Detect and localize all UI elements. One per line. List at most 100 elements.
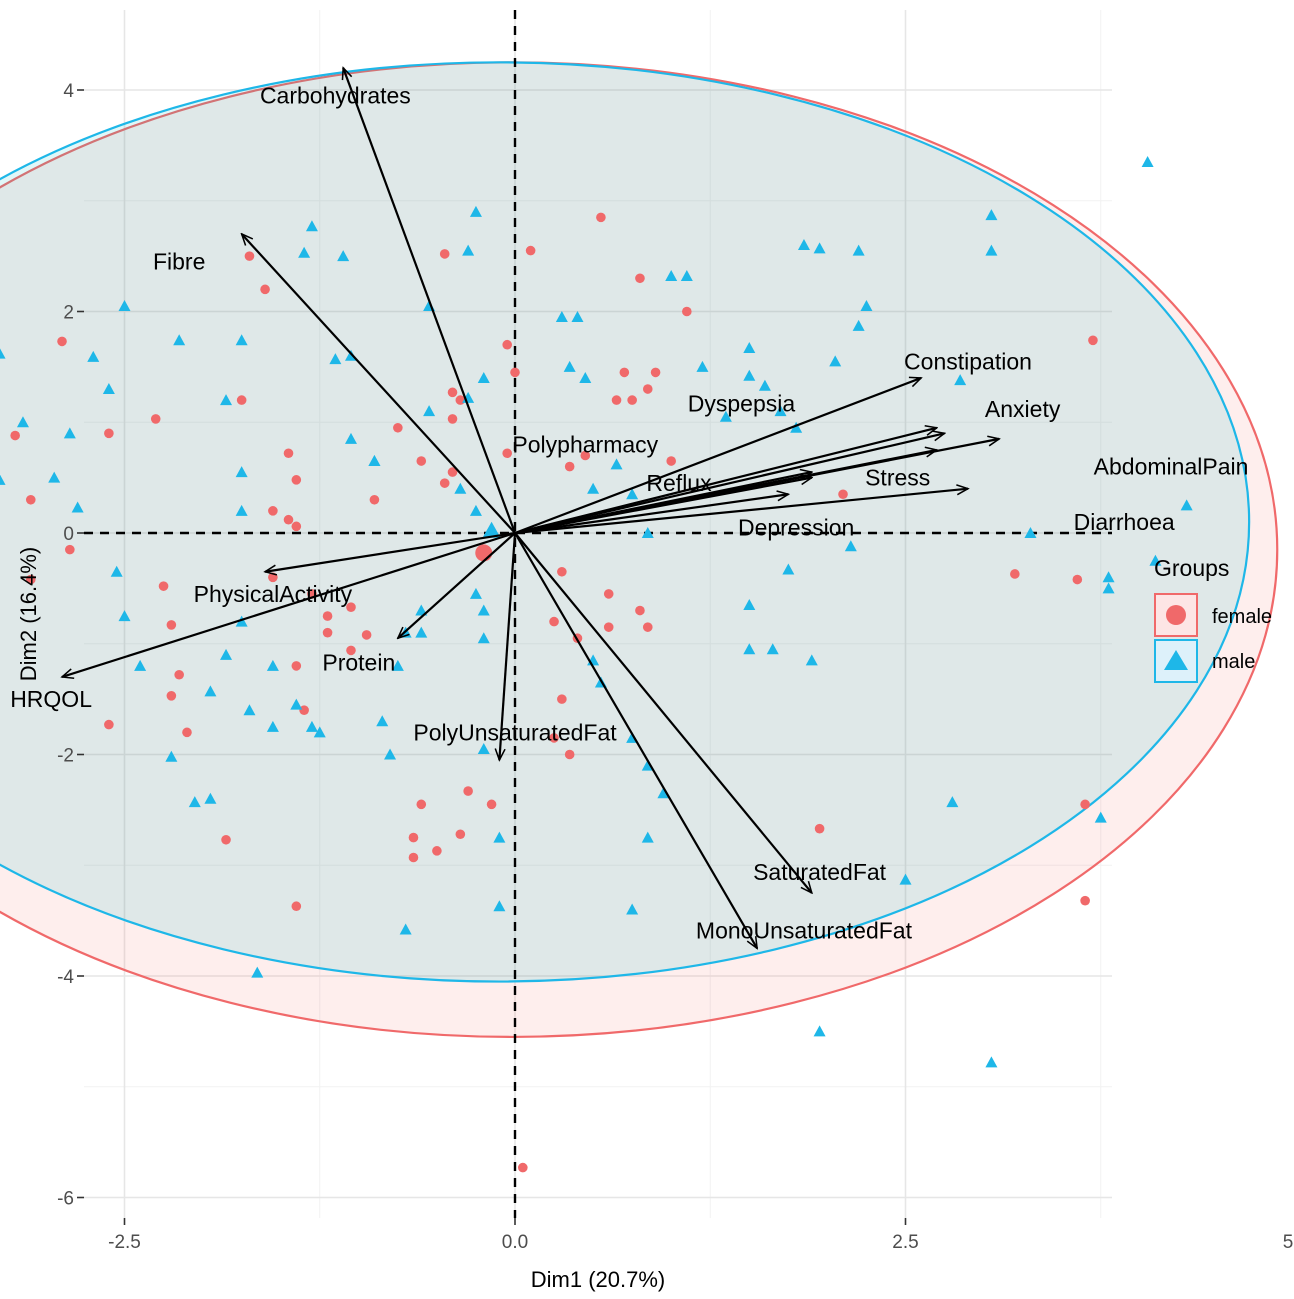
grid xyxy=(84,10,1112,1218)
center-male xyxy=(482,521,501,538)
point-female xyxy=(510,367,520,378)
point-male xyxy=(462,244,475,256)
label-reflux: Reflux xyxy=(646,470,712,496)
point-male xyxy=(266,659,279,671)
point-female xyxy=(393,422,403,433)
point-male xyxy=(813,242,826,254)
legend: Groups female male xyxy=(1154,555,1272,683)
label-physicalactivity: PhysicalActivity xyxy=(194,581,353,607)
point-male xyxy=(477,742,490,754)
point-female xyxy=(549,733,559,743)
point-female xyxy=(447,414,458,424)
arrow-stress xyxy=(514,450,937,535)
label-protein: Protein xyxy=(322,650,395,676)
point-female xyxy=(432,846,442,856)
point-male xyxy=(1141,155,1154,167)
arrow-depression xyxy=(514,494,788,535)
label-abdominalpain: AbdominalPain xyxy=(1094,454,1249,480)
point-female xyxy=(10,430,20,441)
point-male xyxy=(610,458,623,470)
point-male xyxy=(899,873,912,885)
point-male xyxy=(774,405,787,417)
point-female xyxy=(627,395,637,405)
label-carbohydrates: Carbohydrates xyxy=(260,83,411,109)
point-male xyxy=(477,632,490,644)
point-female xyxy=(65,544,75,555)
point-male xyxy=(243,704,256,716)
point-male xyxy=(376,715,389,727)
point-male xyxy=(587,482,600,494)
point-male xyxy=(829,355,842,367)
point-female xyxy=(650,367,661,378)
data-points xyxy=(0,155,1193,1173)
point-male xyxy=(1102,582,1115,594)
point-male xyxy=(220,648,233,660)
point-male xyxy=(469,205,482,217)
point-male xyxy=(235,466,248,478)
point-male xyxy=(384,748,397,760)
point-male xyxy=(290,698,303,710)
arrow-fibre xyxy=(242,234,516,534)
point-male xyxy=(477,604,490,616)
point-female xyxy=(25,494,36,505)
point-male xyxy=(665,270,678,282)
point-male xyxy=(985,209,998,221)
reference-lines xyxy=(84,10,1112,1218)
point-male xyxy=(860,299,873,311)
label-constipation: Constipation xyxy=(904,348,1032,374)
point-female xyxy=(260,284,270,295)
arrow-carbohydrates xyxy=(343,68,517,534)
arrow-diarrhoea xyxy=(514,489,968,535)
point-male xyxy=(87,350,100,362)
point-male xyxy=(680,270,693,282)
point-male xyxy=(797,239,810,251)
point-female xyxy=(291,475,302,485)
point-female xyxy=(408,852,419,863)
point-male xyxy=(743,598,756,610)
label-anxiety: Anxiety xyxy=(985,396,1061,422)
point-female xyxy=(291,901,302,912)
point-male xyxy=(110,565,123,577)
point-female xyxy=(236,395,247,405)
point-male xyxy=(563,360,576,372)
point-male xyxy=(782,563,795,575)
point-male xyxy=(1024,527,1037,538)
y-axis-title: Dim2 (16.4%) xyxy=(16,547,41,681)
point-female xyxy=(104,719,114,730)
point-female xyxy=(369,494,380,505)
point-female xyxy=(291,661,302,671)
point-female xyxy=(838,489,848,500)
point-male xyxy=(204,685,217,697)
variable-arrows: Carbohydrates Fibre Constipation Dyspepsia A… xyxy=(10,68,1248,948)
point-female xyxy=(408,832,419,843)
legend-marker-male xyxy=(1164,650,1188,670)
point-male xyxy=(16,416,29,428)
point-male xyxy=(344,432,357,444)
arrow-anxiety xyxy=(514,433,945,535)
point-female xyxy=(104,428,114,439)
x-tick-label: 2.5 xyxy=(892,1232,918,1253)
point-male xyxy=(305,720,318,732)
point-male xyxy=(415,604,428,616)
point-male xyxy=(852,244,865,256)
point-male xyxy=(571,311,584,323)
point-male xyxy=(954,374,967,386)
y-tick-label: 4 xyxy=(63,81,74,102)
point-male xyxy=(298,246,311,258)
point-male xyxy=(555,311,568,323)
point-male xyxy=(204,792,217,804)
label-polypharmacy: Polypharmacy xyxy=(512,431,658,457)
point-female xyxy=(361,630,372,640)
point-female xyxy=(682,306,692,317)
arrow-physicalactivity xyxy=(265,531,516,572)
legend-title: Groups xyxy=(1154,555,1229,581)
arrow-monounsaturatedfat xyxy=(514,532,757,948)
point-male xyxy=(743,369,756,381)
point-male xyxy=(368,455,381,467)
point-female xyxy=(322,611,333,621)
label-saturatedfat: SaturatedFat xyxy=(753,859,887,885)
point-male xyxy=(641,527,654,538)
legend-label-male: male xyxy=(1212,651,1255,673)
point-male xyxy=(313,726,326,738)
point-male xyxy=(454,482,467,494)
